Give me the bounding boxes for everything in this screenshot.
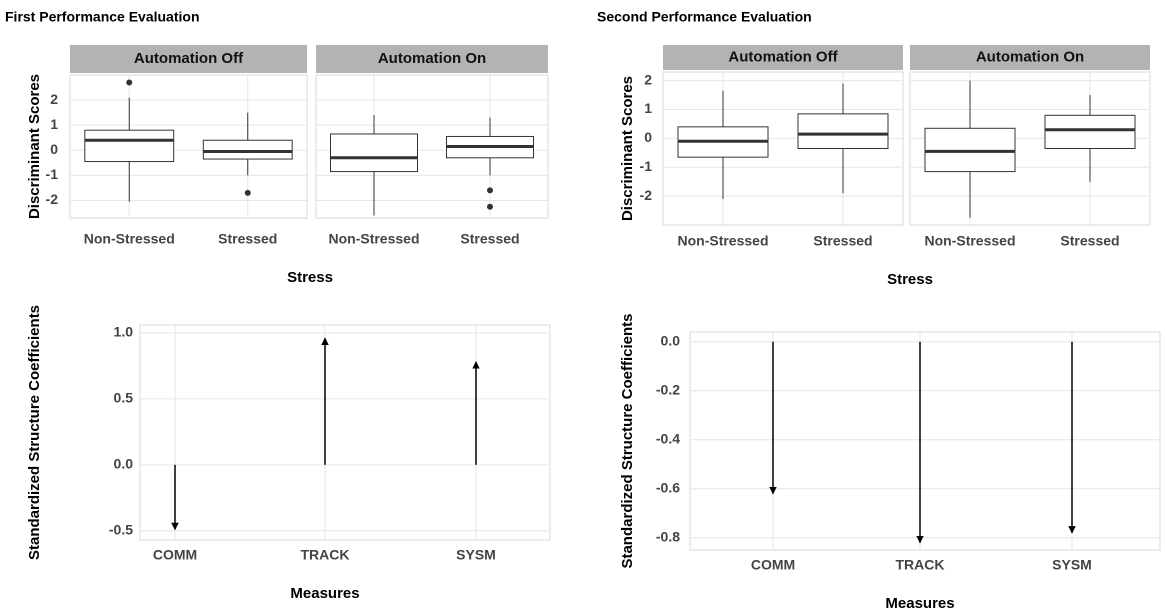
x-tick-label: COMM <box>153 547 197 563</box>
y-tick-label: -0.4 <box>656 430 680 446</box>
x-tick-label: SYSM <box>456 547 496 563</box>
y-tick-label: -2 <box>46 191 59 207</box>
outlier <box>126 79 133 86</box>
x-tick-label: SYSM <box>1052 557 1092 573</box>
x-tick-label: TRACK <box>896 557 945 573</box>
y-axis-label: Standardized Structure Coefficients <box>619 313 636 568</box>
facet-label: Automation On <box>378 50 486 67</box>
x-tick-label: TRACK <box>301 547 350 563</box>
y-tick-label: 0.0 <box>114 456 134 472</box>
chart-title: Second Performance Evaluation <box>597 9 812 25</box>
box <box>797 113 889 149</box>
x-tick-label: COMM <box>751 557 795 573</box>
facet-label: Automation On <box>976 48 1084 65</box>
y-tick-label: 0.0 <box>661 333 681 349</box>
facet-label: Automation Off <box>134 50 244 67</box>
y-tick-label: -2 <box>640 187 653 203</box>
box <box>1044 114 1136 149</box>
box <box>84 129 175 163</box>
facet-strip <box>70 45 307 73</box>
y-tick-label: 2 <box>50 91 58 107</box>
y-tick-label: 1.0 <box>114 324 134 340</box>
facet-strip <box>910 45 1150 70</box>
x-tick-label: Non-Stressed <box>924 233 1015 249</box>
y-tick-label: -0.2 <box>656 381 680 397</box>
x-tick-label: Stressed <box>813 233 872 249</box>
y-axis-label: Standardized Structure Coefficients <box>26 305 43 560</box>
box <box>330 133 418 173</box>
x-tick-label: Non-Stressed <box>328 231 419 247</box>
y-tick-label: 0 <box>50 141 58 157</box>
x-tick-label: Non-Stressed <box>677 233 768 249</box>
box <box>202 139 293 160</box>
facet-strip <box>316 45 548 73</box>
facet-strip <box>663 45 903 70</box>
outlier <box>244 189 251 196</box>
panel <box>689 331 1161 551</box>
y-tick-label: 0.5 <box>114 390 134 406</box>
x-axis-label: Stress <box>887 271 933 288</box>
y-tick-label: -0.8 <box>656 528 680 544</box>
y-axis-label: Discriminant Scores <box>619 76 636 221</box>
outlier <box>487 203 493 210</box>
x-axis-label: Stress <box>287 269 333 286</box>
facet-label: Automation Off <box>728 48 838 65</box>
y-axis-label: Discriminant Scores <box>26 74 43 219</box>
x-tick-label: Stressed <box>460 231 519 247</box>
y-tick-label: 1 <box>50 116 58 132</box>
y-tick-label: -0.6 <box>656 479 680 495</box>
y-tick-label: -1 <box>640 158 653 174</box>
outlier <box>487 187 493 194</box>
chart-title: First Performance Evaluation <box>5 9 200 25</box>
y-tick-label: 2 <box>644 71 652 87</box>
x-tick-label: Non-Stressed <box>84 231 175 247</box>
y-tick-label: 1 <box>644 100 652 116</box>
x-axis-label: Measures <box>290 585 359 602</box>
x-tick-label: Stressed <box>1060 233 1119 249</box>
y-tick-label: -1 <box>46 166 59 182</box>
panel <box>139 324 551 541</box>
x-tick-label: Stressed <box>218 231 277 247</box>
y-tick-label: 0 <box>644 129 652 145</box>
x-axis-label: Measures <box>885 595 954 612</box>
y-tick-label: -0.5 <box>109 521 133 537</box>
